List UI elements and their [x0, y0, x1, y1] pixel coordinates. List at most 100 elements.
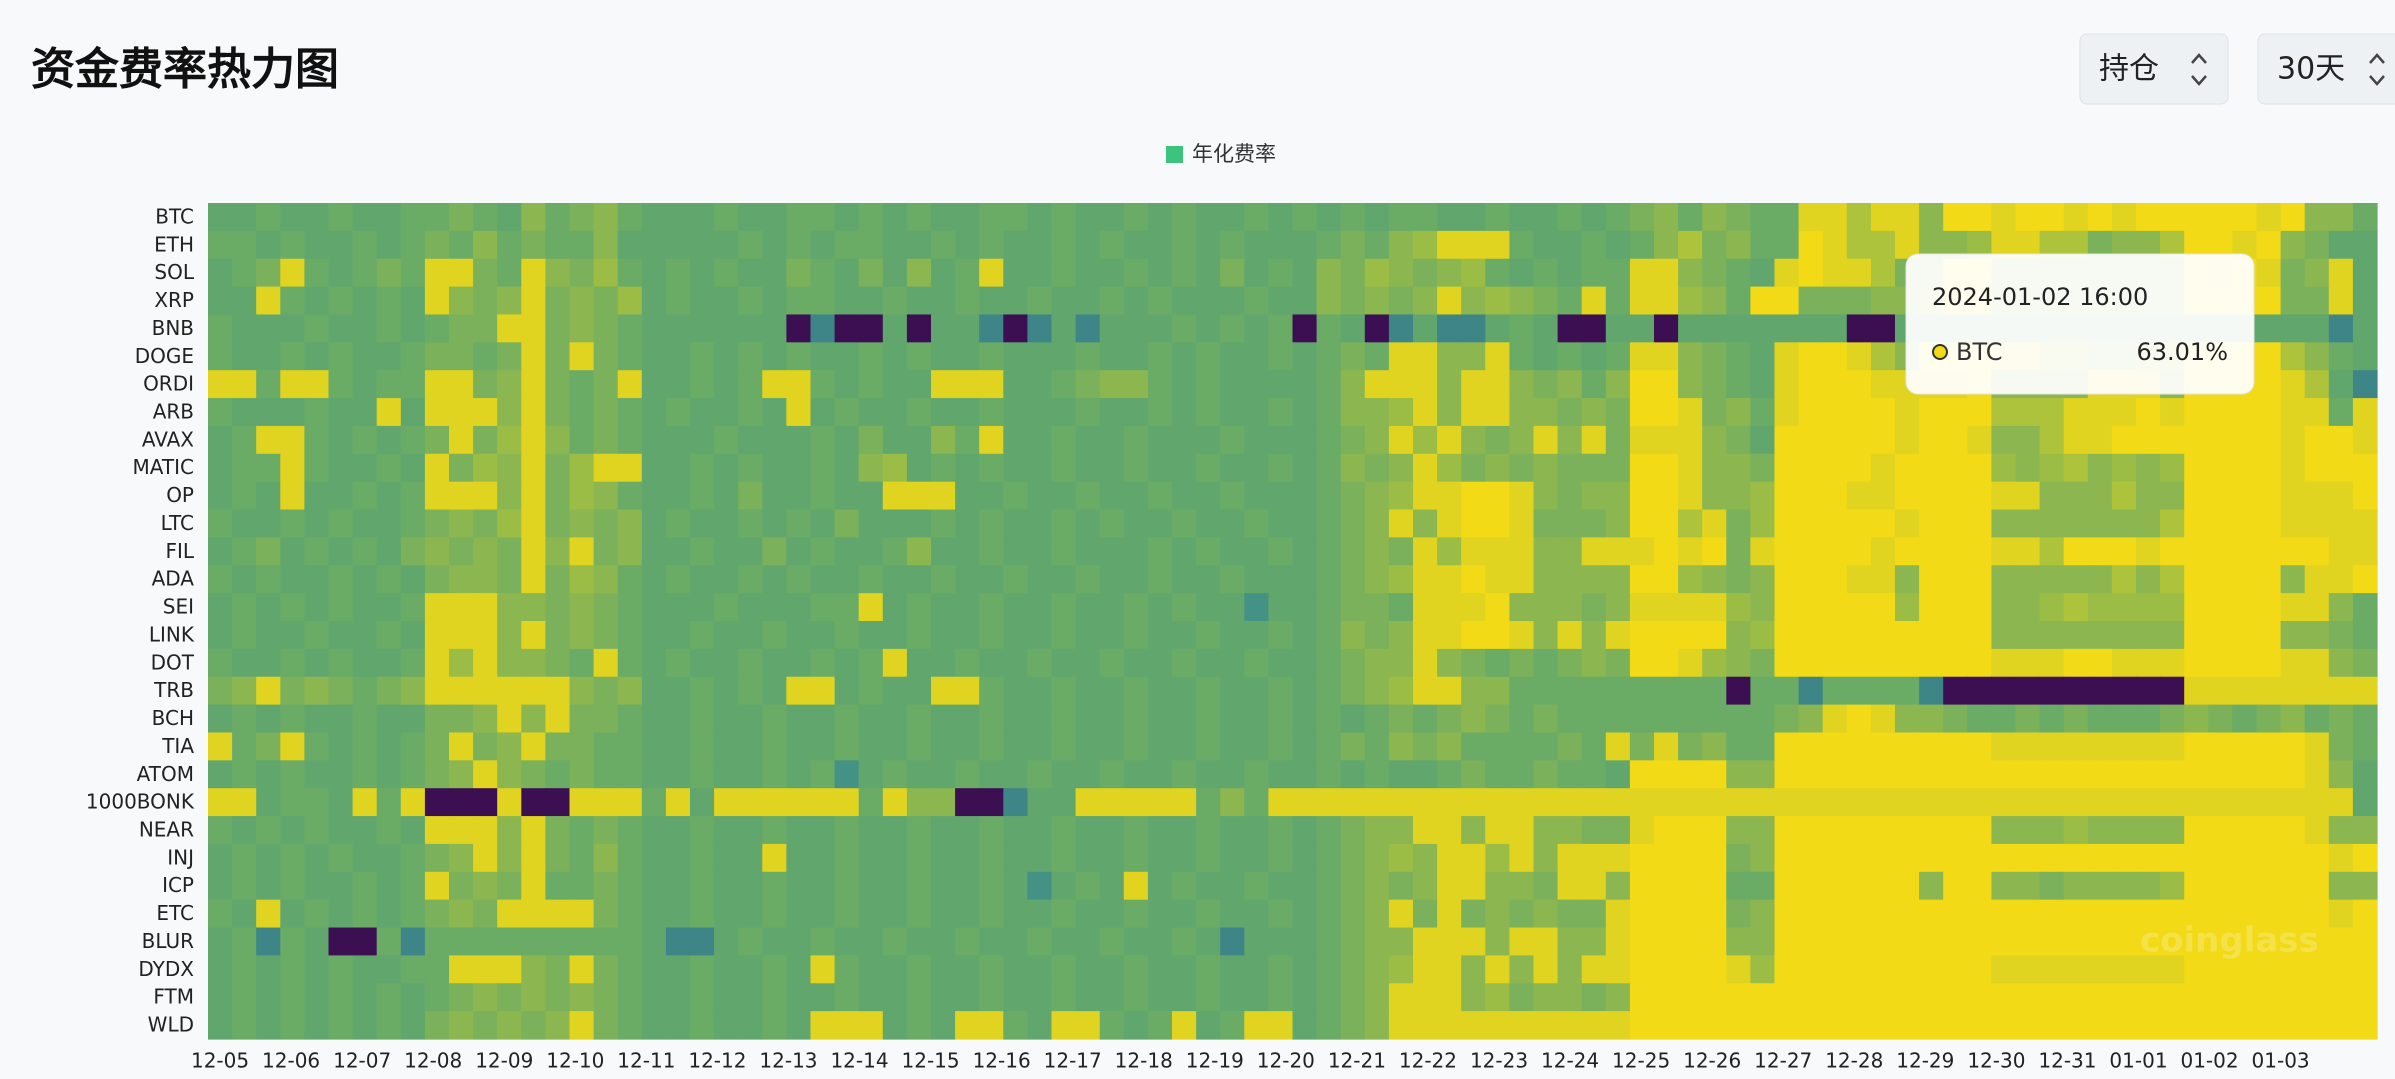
heat-cell: [2280, 537, 2306, 566]
heat-cell: [1099, 230, 1125, 260]
heat-cell: [1774, 704, 1800, 734]
heat-cell: [497, 704, 522, 734]
y-tick-label: TRB: [153, 678, 194, 702]
heat-cell: [569, 676, 595, 706]
heat-cell: [208, 676, 233, 706]
heat-cell: [1605, 481, 1631, 511]
heat-cell: [882, 648, 908, 678]
dropdown[interactable]: [2079, 33, 2229, 105]
heat-cell: [1750, 203, 1776, 232]
heat-cell: [328, 648, 354, 678]
heat-cell: [1292, 398, 1318, 427]
heat-cell: [424, 425, 450, 455]
heat-cell: [1485, 760, 1510, 789]
heat-cell: [1099, 955, 1125, 984]
heat-cell: [1678, 509, 1703, 538]
heat-cell: [1605, 927, 1631, 956]
heat-cell: [1702, 704, 1727, 734]
heat-cell: [1678, 398, 1703, 427]
heat-cell: [1364, 286, 1390, 316]
heat-cell: [762, 565, 787, 594]
heat-cell: [2328, 453, 2354, 483]
heat-cell: [1461, 871, 1486, 901]
heat-cell: [1991, 425, 2017, 455]
heat-cell: [2087, 816, 2113, 845]
heat-cell: [1316, 732, 1342, 761]
heat-cell: [2087, 453, 2113, 483]
heat-cell: [641, 871, 667, 901]
heat-cell: [1147, 760, 1173, 789]
heat-cell: [1919, 481, 1944, 511]
heat-cell: [280, 453, 305, 483]
heat-cell: [593, 258, 619, 288]
heat-cell: [304, 927, 330, 956]
heat-cell: [1533, 871, 1559, 901]
heat-cell: [208, 258, 233, 288]
heat-cell: [882, 732, 908, 761]
heat-cell: [2184, 481, 2209, 511]
heat-cell: [834, 843, 860, 873]
heat-cell: [1051, 760, 1077, 789]
heat-cell: [690, 676, 715, 706]
x-tick-label: 12-22: [1399, 1049, 1457, 1073]
heat-cell: [834, 425, 860, 455]
heat-cell: [449, 648, 474, 678]
heat-cell: [521, 593, 546, 622]
heat-cell: [1822, 230, 1848, 260]
heat-cell: [1461, 983, 1486, 1012]
heat-cell: [665, 983, 691, 1012]
heat-cell: [1075, 398, 1101, 427]
heat-cell: [1846, 843, 1872, 873]
heat-cell: [1244, 370, 1269, 399]
heat-cell: [521, 370, 546, 399]
heat-cell: [304, 342, 330, 371]
heat-cell: [1364, 314, 1390, 343]
heat-cell: [2136, 899, 2161, 929]
heat-cell: [1388, 537, 1414, 566]
heat-cell: [1509, 732, 1535, 761]
watermark: coinglass: [2140, 921, 2319, 961]
heat-cell: [2256, 983, 2282, 1012]
heat-cell: [2256, 1011, 2282, 1040]
heat-cell: [1388, 955, 1414, 984]
heat-cell: [2208, 983, 2233, 1012]
heat-cell: [1678, 648, 1703, 678]
dropdown[interactable]: [2257, 33, 2395, 105]
heat-cell: [1244, 1011, 1269, 1040]
heat-cell: [2063, 816, 2089, 845]
heat-cell: [690, 621, 715, 650]
heat-cell: [810, 314, 836, 343]
heat-cell: [1027, 286, 1053, 316]
heat-cell: [738, 648, 763, 678]
y-tick-label: DYDX: [138, 957, 194, 981]
heat-cell: [1846, 398, 1872, 427]
heat-cell: [1822, 760, 1848, 789]
heat-cell: [1629, 509, 1655, 538]
heat-cell: [2160, 899, 2185, 929]
heat-cell: [1437, 732, 1462, 761]
heat-cell: [304, 203, 330, 232]
heat-cell: [1509, 983, 1535, 1012]
heat-cell: [2160, 927, 2185, 956]
heat-cell: [1822, 314, 1848, 343]
x-tick-label: 12-12: [688, 1049, 746, 1073]
heat-cell: [304, 425, 330, 455]
heat-cell: [1220, 871, 1245, 901]
heat-cell: [256, 760, 281, 789]
heat-cell: [1822, 593, 1848, 622]
heat-cell: [1147, 843, 1173, 873]
heat-cell: [1437, 621, 1462, 650]
heat-cell: [280, 927, 305, 956]
heat-cell: [1509, 676, 1535, 706]
heat-cell: [328, 760, 354, 789]
x-tick-label: 01-02: [2180, 1049, 2238, 1073]
heat-cell: [376, 425, 402, 455]
heat-cell: [858, 621, 884, 650]
heat-cell: [1196, 676, 1221, 706]
heat-cell: [1654, 1011, 1679, 1040]
heat-cell: [690, 425, 715, 455]
heat-cell: [328, 983, 354, 1012]
heat-cell: [1870, 425, 1896, 455]
heat-cell: [1895, 398, 1920, 427]
heat-cell: [1581, 453, 1607, 483]
